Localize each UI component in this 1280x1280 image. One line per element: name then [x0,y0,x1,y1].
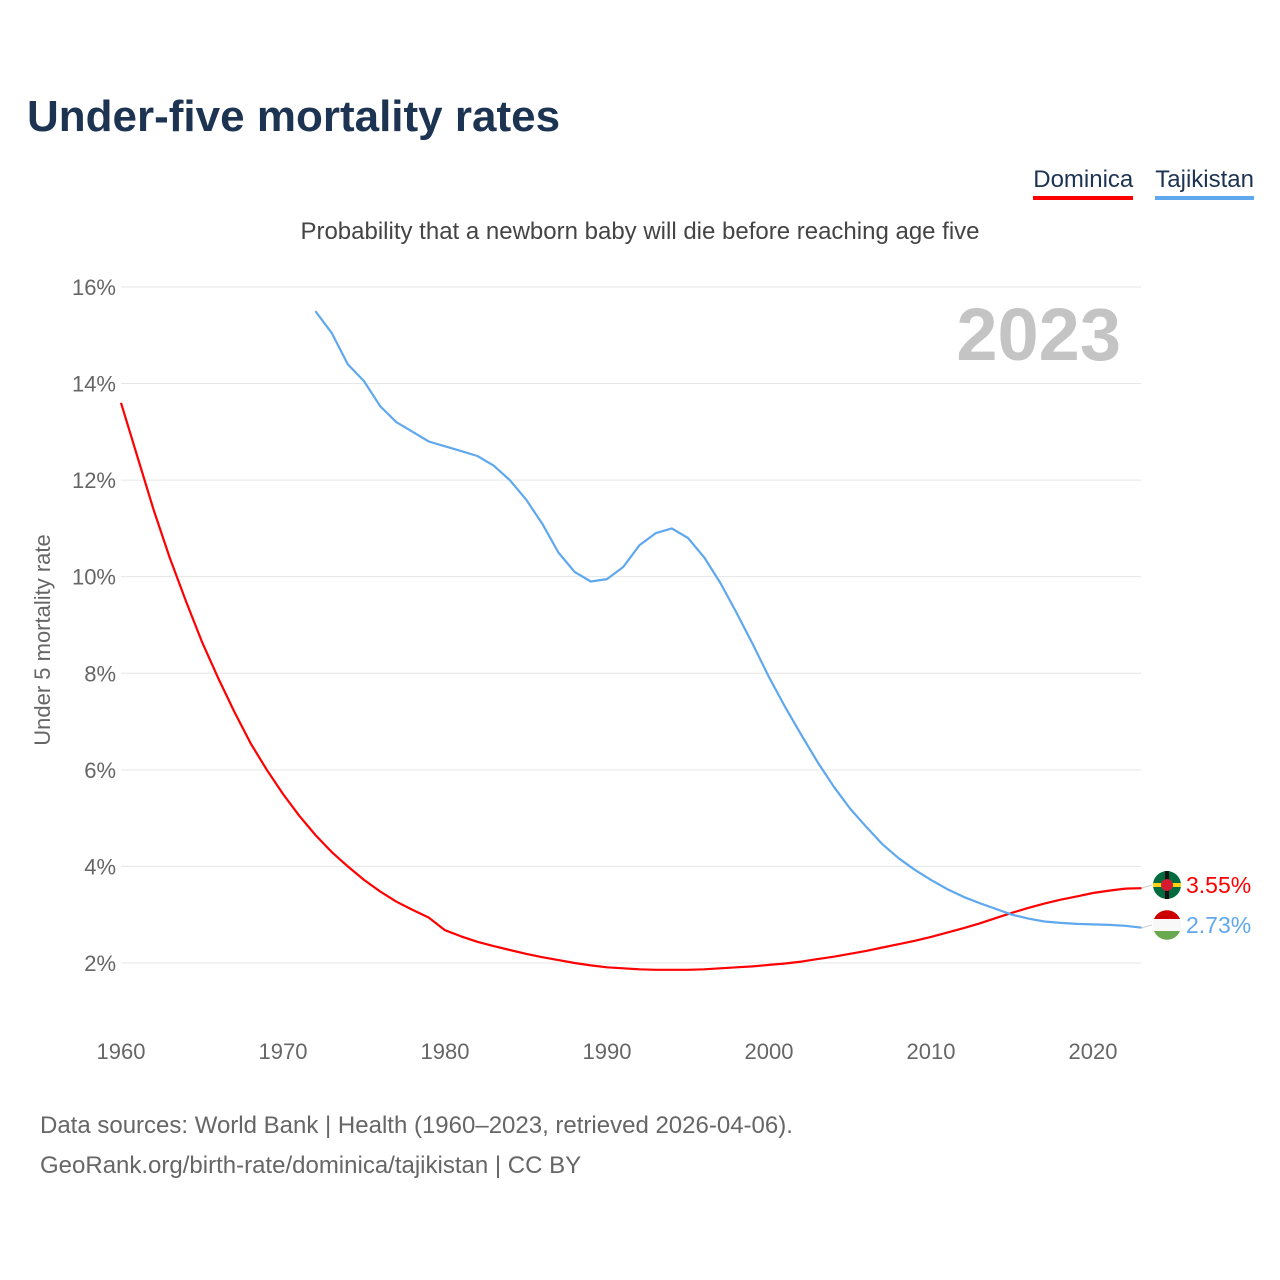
y-tick-label: 8% [84,661,116,686]
y-tick-label: 4% [84,854,116,879]
y-tick-label: 6% [84,758,116,783]
tajikistan-flag-icon [1154,910,1180,919]
end-connector [1141,924,1153,929]
dominica-flag-icon [1161,879,1173,891]
legend-tajikistan[interactable]: Tajikistan [1155,166,1254,200]
x-tick-label: 2000 [745,1039,794,1064]
y-axis-label: Under 5 mortality rate [30,534,55,746]
end-value-label: 3.55% [1186,872,1251,898]
y-tick-label: 10% [72,565,116,590]
tajikistan-flag-icon [1154,931,1180,940]
y-tick-label: 2% [84,951,116,976]
x-tick-label: 2010 [907,1039,956,1064]
x-tick-label: 2020 [1069,1039,1118,1064]
series-line-dominica [119,402,1142,971]
x-tick-label: 1990 [583,1039,632,1064]
license-text: GeoRank.org/birth-rate/dominica/tajikist… [40,1152,582,1179]
y-tick-label: 12% [72,468,116,493]
y-tick-label: 14% [72,372,116,397]
legend: Dominica Tajikistan [1033,166,1254,200]
x-tick-label: 1980 [421,1039,470,1064]
y-tick-label: 16% [72,275,116,300]
end-value-label: 2.73% [1186,912,1251,938]
legend-dominica[interactable]: Dominica [1033,166,1134,200]
x-tick-label: 1970 [259,1039,308,1064]
source-text: Data sources: World Bank | Health (1960–… [40,1112,793,1139]
chart-subtitle: Probability that a newborn baby will die… [300,218,980,245]
chart-title: Under-five mortality rates [27,92,561,141]
x-tick-label: 1960 [97,1039,146,1064]
footer: Data sources: World Bank | Health (1960–… [40,1106,793,1186]
end-connector [1141,884,1153,889]
series-line-tajikistan [314,310,1142,929]
year-label: 2023 [956,293,1121,376]
